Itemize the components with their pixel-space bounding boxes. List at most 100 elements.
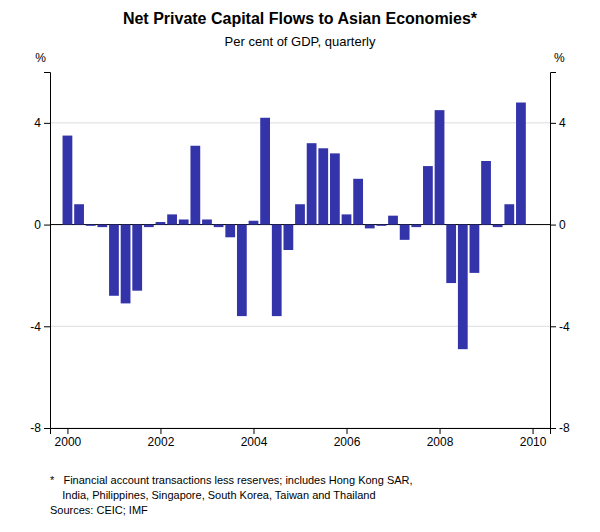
bar [272,225,282,317]
tick: 2006 [334,428,361,449]
tick-label: 2002 [148,435,175,449]
tick: -8 [550,421,570,435]
bar [237,225,247,317]
footnote-line: India, Philippines, Singapore, South Kor… [50,489,376,501]
bar [202,219,212,224]
tick-label: 2000 [55,435,82,449]
tick-mark [550,326,556,327]
bar [63,136,73,225]
tick: 2004 [241,428,268,449]
tick-mark [160,428,161,434]
axis-line [51,429,551,435]
bar [318,148,328,224]
bar [156,222,166,225]
bar [97,225,107,228]
tick: 4 [550,116,566,130]
tick: 2008 [427,428,454,449]
bar [214,225,224,228]
chart: Net Private Capital Flows to Asian Econo… [0,0,600,532]
bar [342,214,352,224]
tick-mark [253,428,254,434]
bar [74,204,84,224]
tick: 4 [34,116,50,130]
tick-mark [550,428,556,429]
tick: 2010 [520,428,547,449]
tick-label: 2004 [241,435,268,449]
tick: 0 [34,218,50,232]
bar [295,204,305,224]
bar [516,103,526,225]
bar [435,110,445,224]
bar [365,225,375,229]
tick-mark [44,326,50,327]
tick: -8 [30,421,50,435]
bar [167,214,177,224]
plot: 2000 2002 2004 2006 2008 2010 -8 -4 0 4 -8 -4 0 4%% [30,51,570,449]
bar [225,225,235,238]
tick-mark [440,428,441,434]
bar [504,204,514,224]
tick: 2002 [148,428,175,449]
tick: 2000 [55,428,82,449]
bar [353,179,363,225]
bar [132,225,142,291]
subtitle: Per cent of GDP, quarterly [225,34,376,49]
tick-mark [550,225,556,226]
tick-mark [44,225,50,226]
tick-mark [550,123,556,124]
bar [400,225,410,240]
tick-label: 4 [34,116,41,130]
y2-axis-label: % [554,51,565,65]
tick-label: 0 [559,218,566,232]
bar [423,166,433,224]
tick-label: 0 [34,218,41,232]
bar [411,225,421,228]
y2-axis: -8 -4 0 4 [550,73,570,436]
bar [470,225,480,273]
footnote-line: Sources: CEIC; IMF [50,504,148,516]
bar [144,225,154,228]
footnote: * Financial account transactions less re… [50,474,413,516]
bar [121,225,131,304]
y-axis: -8 -4 0 4 [30,73,50,436]
tick-label: -4 [559,320,570,334]
grid [50,123,550,428]
bar [86,225,96,226]
bar [446,225,456,283]
grid-line [50,326,550,327]
bar [190,146,200,225]
tick-label: 2008 [427,435,454,449]
bar [493,225,503,228]
tick-label: 4 [559,116,566,130]
footnote-line: * Financial account transactions less re… [50,474,413,486]
grid-line [50,122,550,123]
bar [458,225,468,350]
x-axis: 2000 2002 2004 2006 2008 2010 [51,428,551,449]
tick: 0 [550,218,566,232]
tick-mark [67,428,68,434]
bar [249,221,259,225]
tick-mark [44,123,50,124]
tick-label: -8 [30,421,41,435]
tick-mark [44,428,50,429]
bar [377,225,387,226]
axis-line [551,73,557,429]
tick-label: -4 [30,320,41,334]
tick-mark [347,428,348,434]
tick-label: -8 [559,421,570,435]
tick: -4 [30,320,50,334]
y-axis-label: % [35,51,46,65]
bar [283,225,293,250]
bar [260,118,270,225]
tick-label: 2006 [334,435,361,449]
tick-mark [533,428,534,434]
tick-label: 2010 [520,435,547,449]
bar [481,161,491,225]
axis-line [44,73,51,429]
bar [330,153,340,224]
bar [109,225,119,296]
bar [388,216,398,225]
tick: -4 [550,320,570,334]
bar [179,219,189,224]
title: Net Private Capital Flows to Asian Econo… [123,10,478,27]
